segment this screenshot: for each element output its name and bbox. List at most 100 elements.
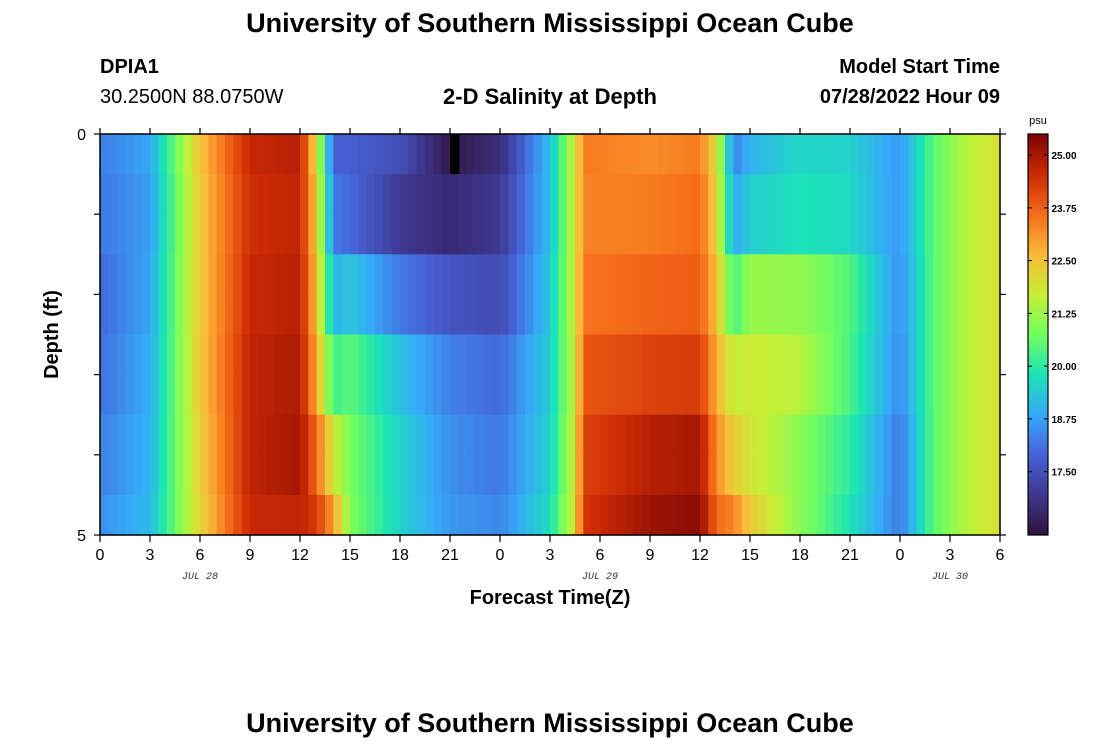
heatmap-cell — [491, 414, 501, 456]
heatmap-cell — [191, 454, 201, 496]
heatmap-cell — [866, 174, 876, 215]
heatmap-cell — [658, 494, 668, 536]
heatmap-cell — [783, 374, 793, 416]
heatmap-cell — [250, 334, 259, 376]
heatmap-cell — [975, 334, 984, 376]
heatmap-cell — [550, 294, 559, 336]
heatmap-cell — [525, 454, 534, 496]
heatmap-cell — [925, 414, 934, 456]
heatmap-cell — [616, 134, 626, 175]
heatmap-cell — [483, 134, 493, 175]
heatmap-cell — [325, 414, 334, 456]
heatmap-cell — [150, 374, 159, 416]
heatmap-cell — [383, 334, 393, 376]
heatmap-cell — [275, 214, 284, 255]
heatmap-cell — [583, 494, 593, 536]
model-start-value: 07/28/2022 Hour 09 — [819, 86, 1000, 108]
heatmap-cell — [958, 334, 968, 376]
heatmap-cell — [483, 174, 493, 215]
heatmap-cell — [558, 134, 568, 175]
heatmap-cell — [766, 334, 776, 376]
heatmap-cell — [741, 454, 751, 496]
heatmap-cell — [233, 214, 243, 255]
heatmap-cell — [491, 334, 501, 376]
heatmap-cell — [375, 174, 384, 215]
heatmap-cell — [191, 414, 201, 456]
heatmap-cell — [425, 174, 434, 215]
heatmap-cell — [166, 414, 176, 456]
heatmap-cell — [858, 254, 868, 295]
heatmap-cell — [841, 294, 851, 336]
heatmap-cell — [325, 374, 334, 416]
heatmap-cell — [250, 294, 259, 336]
heatmap-cell — [708, 214, 718, 255]
heatmap-cell — [966, 414, 976, 456]
heatmap-cell — [983, 254, 993, 295]
heatmap-cell — [825, 214, 834, 255]
heatmap-cell — [291, 414, 301, 456]
heatmap-cell — [583, 374, 593, 416]
heatmap-cell — [550, 494, 559, 536]
heatmap-cell — [591, 454, 601, 496]
heatmap-cell — [908, 454, 918, 496]
heatmap-cell — [100, 494, 109, 536]
heatmap-cell — [825, 134, 834, 175]
heatmap-cell — [450, 414, 459, 456]
heatmap-cell — [308, 334, 318, 376]
heatmap-cell — [633, 414, 643, 456]
heatmap-cell — [133, 494, 143, 536]
heatmap-cell — [575, 174, 584, 215]
heatmap-cell — [408, 454, 418, 496]
heatmap-cell — [258, 374, 268, 416]
heatmap-cell — [183, 334, 193, 376]
heatmap-cell — [641, 214, 651, 255]
heatmap-cell — [266, 334, 276, 376]
heatmap-cell — [483, 374, 493, 416]
heatmap-cell — [558, 294, 568, 336]
heatmap-cell — [716, 134, 726, 175]
heatmap-cell — [491, 374, 501, 416]
heatmap-cell — [733, 294, 743, 336]
heatmap-cell — [875, 454, 884, 496]
heatmap-cell — [608, 334, 618, 376]
heatmap-cell — [283, 454, 293, 496]
heatmap-cell — [466, 374, 476, 416]
heatmap-cell — [825, 454, 834, 496]
heatmap-cell — [308, 254, 318, 295]
heatmap-cell — [166, 374, 176, 416]
heatmap-cell — [966, 134, 976, 175]
heatmap-cell — [833, 134, 843, 175]
heatmap-cell — [783, 454, 793, 496]
heatmap-cell — [475, 414, 484, 456]
heatmap-cell — [566, 374, 576, 416]
heatmap-cell — [925, 134, 934, 175]
heatmap-cell — [208, 454, 218, 496]
heatmap-cell — [633, 214, 643, 255]
heatmap-cell — [708, 294, 718, 336]
heatmap-cell — [708, 414, 718, 456]
x-axis: 0 3 6 9 12 15 18 21 0 3 6 9 12 15 18 21 0 3 6 JUL 28 JUL 29 J… — [96, 128, 1005, 583]
day-label: JUL 28 — [182, 572, 218, 583]
heatmap-cell — [650, 214, 659, 255]
heatmap-cell — [291, 214, 301, 255]
heatmap-cell — [241, 254, 251, 295]
heatmap-cell — [533, 414, 543, 456]
heatmap-cell — [341, 454, 351, 496]
heatmap-cell — [841, 334, 851, 376]
heatmap-cell — [408, 334, 418, 376]
heatmap-cell — [141, 294, 151, 336]
heatmap-cell — [575, 454, 584, 496]
heatmap-cell — [675, 414, 684, 456]
heatmap-cell — [550, 254, 559, 295]
heatmap-cell — [566, 454, 576, 496]
heatmap-cell — [966, 294, 976, 336]
heatmap-cell — [800, 134, 809, 175]
heatmap-cell — [216, 454, 226, 496]
heatmap-cell — [758, 174, 768, 215]
heatmap-cell — [516, 174, 526, 215]
heatmap-cell — [716, 294, 726, 336]
heatmap-cell — [291, 134, 301, 175]
heatmap-cell — [916, 494, 926, 536]
heatmap-cell — [500, 334, 509, 376]
heatmap-cell — [708, 374, 718, 416]
